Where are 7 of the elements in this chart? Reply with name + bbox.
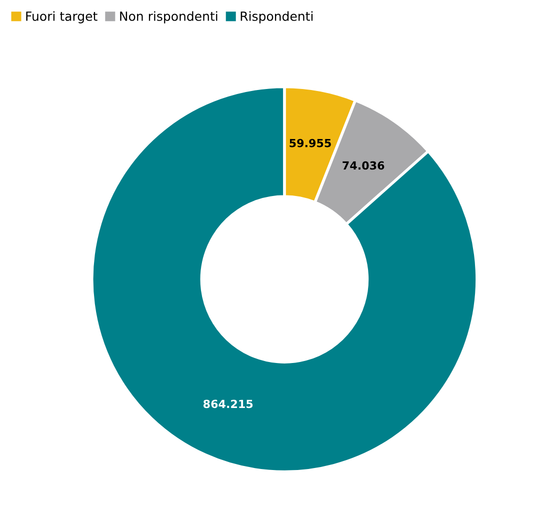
donut-slice	[90, 85, 478, 474]
legend-label: Non rispondenti	[120, 11, 218, 24]
data-label: 864.215	[203, 400, 253, 408]
legend-label: Fuori target	[26, 11, 98, 24]
legend-label: Rispondenti	[240, 11, 313, 24]
data-label: 59.955	[290, 138, 331, 148]
data-label: 74.036	[342, 161, 384, 170]
